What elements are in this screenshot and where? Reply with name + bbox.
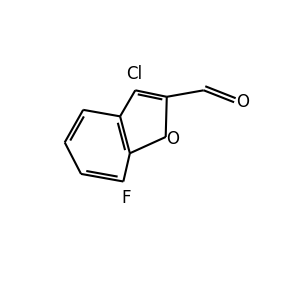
Text: O: O: [236, 93, 249, 111]
Text: F: F: [122, 189, 131, 207]
Text: Cl: Cl: [126, 65, 142, 83]
Text: O: O: [166, 130, 179, 148]
